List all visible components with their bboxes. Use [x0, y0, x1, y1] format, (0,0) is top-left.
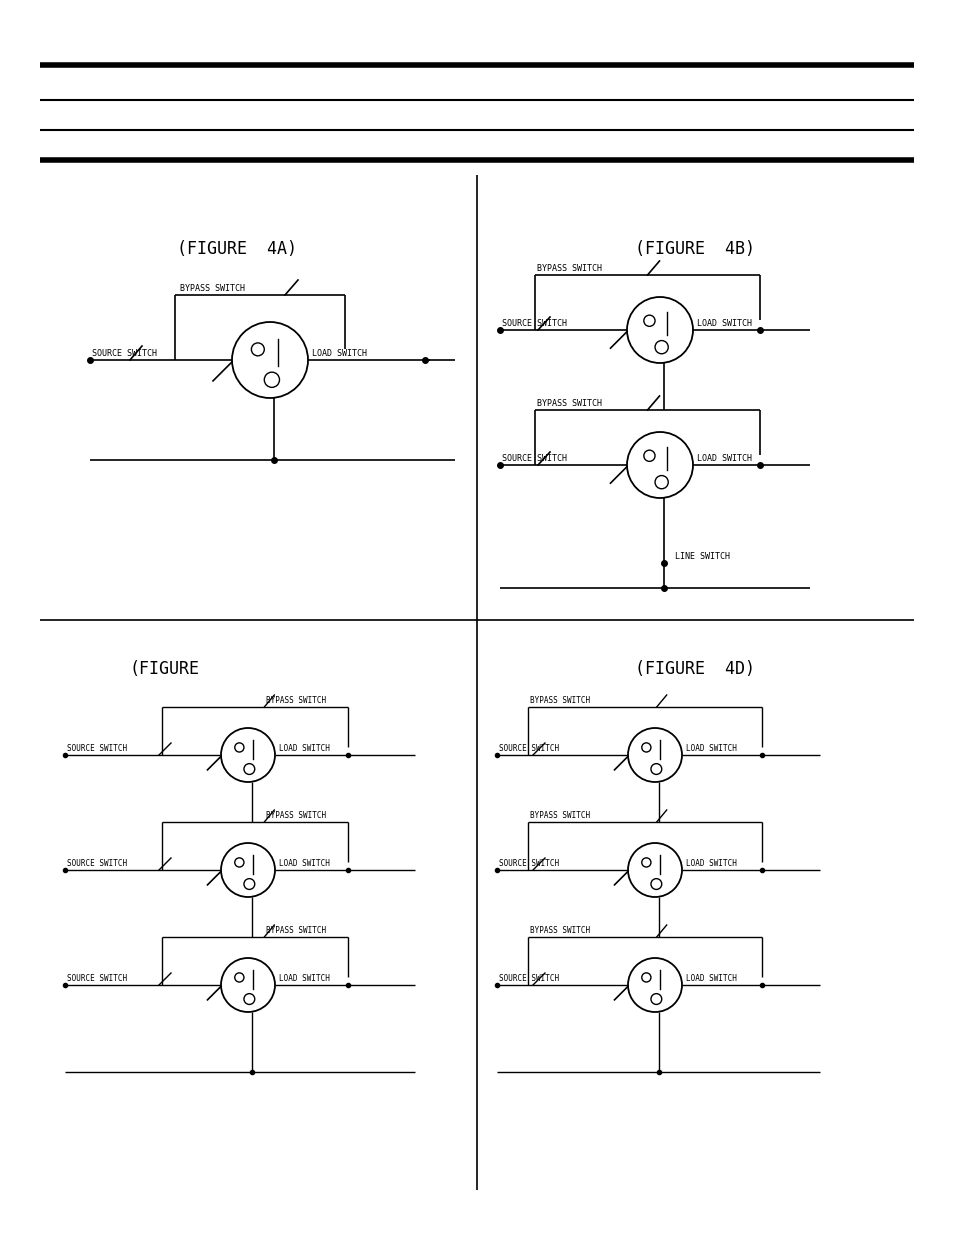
Text: BYPASS SWITCH: BYPASS SWITCH	[266, 811, 326, 820]
Text: BYPASS SWITCH: BYPASS SWITCH	[180, 284, 245, 293]
Text: SOURCE SWITCH: SOURCE SWITCH	[498, 743, 558, 753]
Text: BYPASS SWITCH: BYPASS SWITCH	[530, 926, 590, 935]
Text: BYPASS SWITCH: BYPASS SWITCH	[266, 697, 326, 705]
Text: SOURCE SWITCH: SOURCE SWITCH	[501, 454, 566, 463]
Text: LOAD SWITCH: LOAD SWITCH	[278, 974, 330, 983]
Text: SOURCE SWITCH: SOURCE SWITCH	[498, 860, 558, 868]
Text: BYPASS SWITCH: BYPASS SWITCH	[537, 264, 601, 273]
Text: SOURCE SWITCH: SOURCE SWITCH	[91, 350, 157, 358]
Text: SOURCE SWITCH: SOURCE SWITCH	[67, 974, 127, 983]
Text: LOAD SWITCH: LOAD SWITCH	[697, 454, 751, 463]
Text: SOURCE SWITCH: SOURCE SWITCH	[501, 319, 566, 329]
Text: SOURCE SWITCH: SOURCE SWITCH	[67, 743, 127, 753]
Text: LOAD SWITCH: LOAD SWITCH	[278, 743, 330, 753]
Text: SOURCE SWITCH: SOURCE SWITCH	[67, 860, 127, 868]
Text: SOURCE SWITCH: SOURCE SWITCH	[498, 974, 558, 983]
Text: BYPASS SWITCH: BYPASS SWITCH	[266, 926, 326, 935]
Text: (FIGURE  4B): (FIGURE 4B)	[635, 240, 754, 258]
Text: BYPASS SWITCH: BYPASS SWITCH	[530, 811, 590, 820]
Text: BYPASS SWITCH: BYPASS SWITCH	[537, 399, 601, 408]
Text: LOAD SWITCH: LOAD SWITCH	[685, 860, 736, 868]
Text: LOAD SWITCH: LOAD SWITCH	[697, 319, 751, 329]
Text: LOAD SWITCH: LOAD SWITCH	[685, 743, 736, 753]
Text: (FIGURE: (FIGURE	[130, 659, 200, 678]
Text: (FIGURE  4D): (FIGURE 4D)	[635, 659, 754, 678]
Text: BYPASS SWITCH: BYPASS SWITCH	[530, 697, 590, 705]
Text: LOAD SWITCH: LOAD SWITCH	[312, 350, 367, 358]
Text: LOAD SWITCH: LOAD SWITCH	[278, 860, 330, 868]
Text: (FIGURE  4A): (FIGURE 4A)	[177, 240, 296, 258]
Text: LOAD SWITCH: LOAD SWITCH	[685, 974, 736, 983]
Text: LINE SWITCH: LINE SWITCH	[675, 552, 729, 561]
